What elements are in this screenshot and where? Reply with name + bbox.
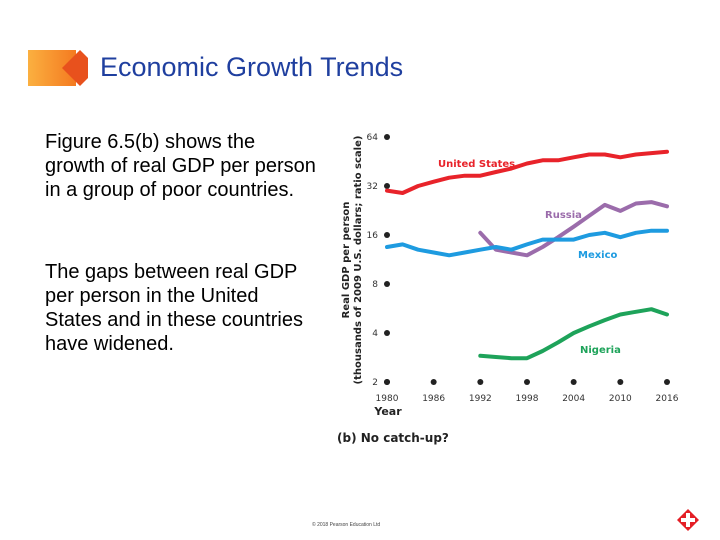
x-tick-dot [384,379,390,385]
y-tick-label: 16 [367,231,379,241]
y-tick-dot [384,281,390,287]
series-label: Nigeria [580,345,621,356]
x-tick-dot [664,379,670,385]
slide-title: Economic Growth Trends [100,52,404,82]
y-tick-label: 8 [372,280,378,290]
x-tick-label: 1986 [422,394,445,404]
y-axis-label: Real GDP per person [341,202,352,319]
corner-icon [677,509,699,531]
series-line [478,307,669,361]
y-tick-dot [384,330,390,336]
x-tick-dot [524,379,530,385]
paragraph: Figure 6.5(b) shows the growth of real G… [45,131,316,201]
series-label: Russia [545,210,582,221]
x-tick-dot [617,379,624,385]
x-tick-label: 1992 [469,394,492,404]
y-tick-dot [384,134,390,140]
x-tick-dot [570,379,577,385]
x-tick-label: 2016 [656,394,679,404]
logo [28,50,88,86]
x-tick-label: 1998 [516,394,539,404]
x-tick-label: 2004 [562,394,585,404]
chart-caption: (b) No catch-up? [337,431,449,445]
x-tick-dot [477,379,484,385]
series-line [478,200,669,258]
x-axis-label: Year [373,405,402,418]
y-axis-label: (thousands of 2009 U.S. dollars; ratio s… [353,136,364,385]
y-tick-dot [384,232,390,238]
x-tick-dot [430,379,437,385]
copyright: © 2018 Pearson Education Ltd [312,522,381,528]
y-tick-label: 4 [372,329,378,339]
x-tick-label: 2010 [609,394,632,404]
paragraph: The gaps between real GDP per person in … [45,261,303,355]
y-tick-label: 2 [372,378,378,388]
series-line [385,149,669,195]
series-line [385,228,669,258]
x-tick-label: 1980 [376,394,399,404]
series-label: Mexico [578,250,618,261]
y-tick-label: 32 [367,182,378,192]
series-label: United States [438,159,515,170]
y-tick-label: 64 [367,133,379,143]
y-tick-dot [384,183,390,189]
